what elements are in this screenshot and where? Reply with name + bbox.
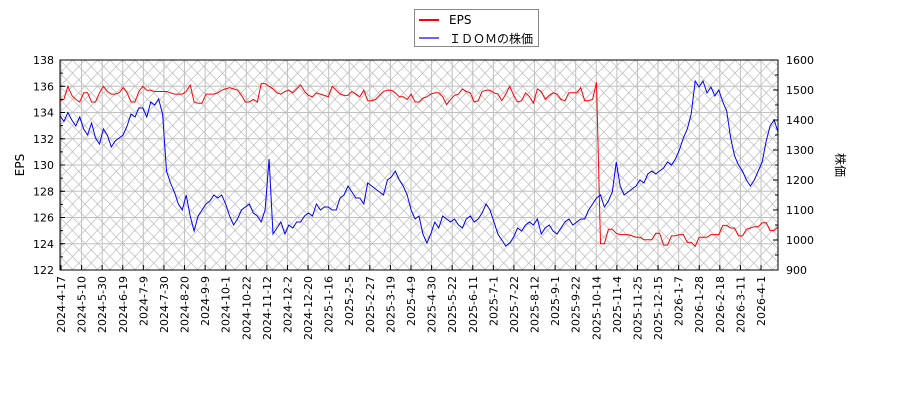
legend-label-stock-price: ＩＤＯＭの株価 <box>449 31 534 46</box>
y-right-tick-label: 1200 <box>786 174 814 187</box>
x-tick-label: 2025-4-9 <box>405 276 418 326</box>
x-tick-label: 2026-3-11 <box>734 276 747 333</box>
x-tick-label: 2024-5-30 <box>96 276 109 333</box>
legend: EPS ＩＤＯＭの株価 <box>414 9 539 47</box>
legend-item-stock-price: ＩＤＯＭの株価 <box>419 30 533 46</box>
y-right-tick-label: 900 <box>786 264 807 277</box>
y-axis-left-title: EPS <box>13 154 27 176</box>
y-right-tick-label: 1100 <box>786 204 814 217</box>
y-right-tick-label: 1000 <box>786 234 814 247</box>
legend-label-eps: EPS <box>449 13 472 27</box>
x-tick-label: 2025-11-4 <box>611 276 624 333</box>
x-tick-label: 2025-4-30 <box>426 276 439 333</box>
y-axis-left: 122 124 126 128 130 132 134 136 138 <box>33 54 65 277</box>
x-tick-label: 2024-7-30 <box>158 276 171 333</box>
y-left-tick-label: 124 <box>33 238 54 251</box>
y-left-tick-label: 128 <box>33 185 54 198</box>
x-tick-label: 2025-8-12 <box>529 276 542 333</box>
x-tick-label: 2025-9-1 <box>549 276 562 326</box>
y-axis-right: 900 1000 1100 1200 1300 1400 1500 1600 <box>773 54 814 277</box>
y-right-tick-label: 1300 <box>786 144 814 157</box>
x-tick-label: 2025-12-15 <box>652 276 665 340</box>
x-tick-label: 2024-4-17 <box>55 276 68 333</box>
y-left-tick-label: 132 <box>33 133 54 146</box>
legend-swatch-blue-line-icon <box>419 37 439 39</box>
x-tick-label: 2025-7-22 <box>508 276 521 333</box>
x-tick-label: 2026-4-1 <box>755 276 768 326</box>
x-tick-label: 2025-5-22 <box>446 276 459 333</box>
x-tick-label: 2025-1-16 <box>323 276 336 333</box>
y-right-tick-label: 1600 <box>786 54 814 67</box>
eps-line <box>60 82 778 248</box>
x-axis: 2024-4-17 2024-5-10 2024-5-30 2024-6-19 2024… <box>55 265 768 340</box>
x-tick-label: 2025-2-5 <box>343 276 356 326</box>
x-tick-label: 2026-1-28 <box>693 276 706 333</box>
y-left-tick-label: 126 <box>33 212 54 225</box>
x-tick-label: 2026-2-18 <box>714 276 727 333</box>
x-tick-label: 2025-6-11 <box>467 276 480 333</box>
stock-price-line <box>60 79 778 247</box>
x-tick-label: 2024-10-1 <box>220 276 233 333</box>
x-tick-label: 2025-11-25 <box>631 276 644 340</box>
x-tick-label: 2024-11-12 <box>261 276 274 340</box>
legend-item-eps: EPS <box>419 12 471 28</box>
x-tick-label: 2024-10-22 <box>240 276 253 340</box>
x-tick-label: 2024-12-2 <box>281 276 294 333</box>
x-tick-label: 2025-9-22 <box>570 276 583 333</box>
y-left-tick-label: 136 <box>33 80 54 93</box>
x-tick-label: 2024-7-9 <box>137 276 150 326</box>
x-tick-label: 2024-9-9 <box>199 276 212 326</box>
y-left-tick-label: 130 <box>33 159 54 172</box>
y-right-tick-label: 1500 <box>786 84 814 97</box>
x-tick-label: 2024-8-20 <box>179 276 192 333</box>
y-right-tick-label: 1400 <box>786 114 814 127</box>
x-tick-label: 2024-6-19 <box>117 276 130 333</box>
legend-swatch-red-line-icon <box>419 19 439 21</box>
x-tick-label: 2025-3-19 <box>384 276 397 333</box>
x-tick-label: 2025-2-27 <box>364 276 377 333</box>
x-tick-label: 2025-7-1 <box>487 276 500 326</box>
series-group <box>60 79 778 248</box>
x-tick-label: 2024-5-10 <box>76 276 89 333</box>
y-axis-right-title: 株価 <box>833 153 848 177</box>
x-tick-label: 2024-12-20 <box>302 276 315 340</box>
y-left-tick-label: 122 <box>33 264 54 277</box>
y-left-tick-label: 134 <box>33 107 54 120</box>
x-tick-label: 2025-10-14 <box>590 276 603 340</box>
y-left-tick-label: 138 <box>33 54 54 67</box>
x-tick-label: 2026-1-7 <box>673 276 686 326</box>
